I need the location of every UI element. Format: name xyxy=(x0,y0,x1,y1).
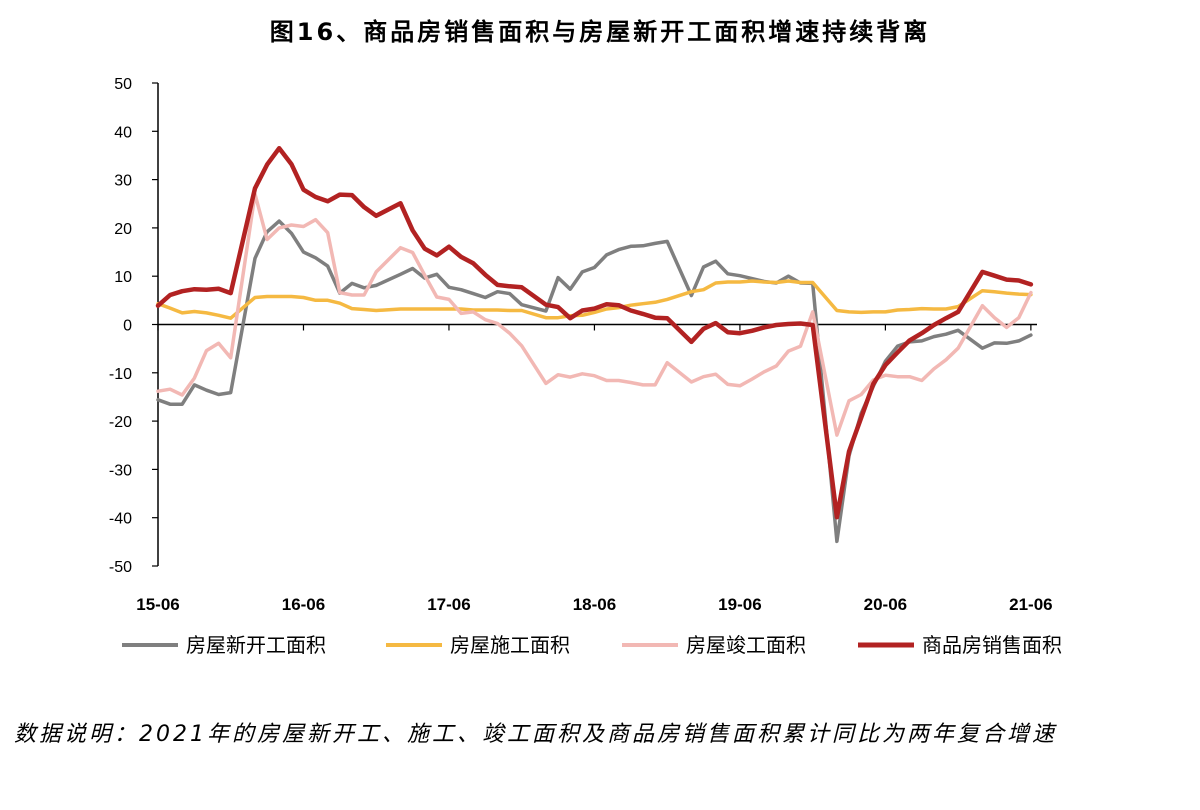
legend-label-2: 房屋施工面积 xyxy=(450,633,570,657)
y-tick-label: 50 xyxy=(114,76,132,93)
y-tick-label: 10 xyxy=(114,269,132,286)
x-tick-label: 16-06 xyxy=(282,595,325,614)
y-axis: 50 40 30 20 10 0 -10 -20 -30 -40 -50 xyxy=(109,76,159,576)
series-line-1 xyxy=(156,219,1033,544)
legend-label-3: 房屋竣工面积 xyxy=(686,633,806,657)
x-tick-label: 18-06 xyxy=(573,595,616,614)
watermark-logo xyxy=(930,618,1080,646)
data-note: 数据说明：2021年的房屋新开工、施工、竣工面积及商品房销售面积累计同比为两年复… xyxy=(14,722,1057,747)
y-tick-label: 40 xyxy=(114,124,132,141)
x-tick-label: 21-06 xyxy=(1009,595,1052,614)
legend-label-1: 房屋新开工面积 xyxy=(186,633,326,657)
y-tick-label: -50 xyxy=(109,559,132,576)
y-tick-label: -10 xyxy=(109,366,132,383)
legend-label-4: 商品房销售面积 xyxy=(922,633,1062,657)
x-tick-label: 19-06 xyxy=(718,595,761,614)
series-line-2 xyxy=(156,279,1033,320)
series-layer xyxy=(155,145,1034,544)
x-tick-label: 17-06 xyxy=(427,595,470,614)
series-line-3 xyxy=(156,192,1033,437)
y-tick-label: -40 xyxy=(109,511,132,528)
y-tick-label: 30 xyxy=(114,173,132,190)
series-line-4 xyxy=(155,145,1034,520)
y-tick-label: -20 xyxy=(109,414,132,431)
chart-title: 图16、商品房销售面积与房屋新开工面积增速持续背离 xyxy=(269,18,931,46)
legend: 房屋新开工面积 房屋施工面积 房屋竣工面积 商品房销售面积 xyxy=(122,633,1062,657)
line-chart: 50 40 30 20 10 0 -10 -20 -30 -40 -50 15-06 16-06 17-… xyxy=(109,76,1062,657)
y-tick-label: 20 xyxy=(114,221,132,238)
y-tick-label: -30 xyxy=(109,462,132,479)
y-tick-label: 0 xyxy=(123,318,132,335)
x-tick-label: 20-06 xyxy=(864,595,907,614)
x-axis: 15-06 16-06 17-06 18-06 19-06 20-06 21-06 xyxy=(136,323,1053,614)
x-tick-label: 15-06 xyxy=(136,595,179,614)
